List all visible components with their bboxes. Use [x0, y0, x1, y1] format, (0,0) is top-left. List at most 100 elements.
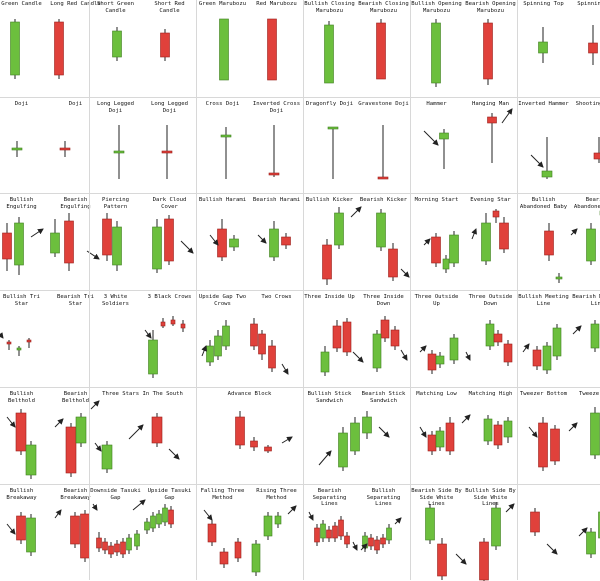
- bearish-candle: [339, 516, 344, 540]
- trend-arrow: [258, 235, 266, 243]
- bullish-candle: [543, 342, 551, 374]
- pattern-label: Bullish Harami: [196, 197, 249, 204]
- bullish-candle: [145, 518, 150, 534]
- pattern-drawing: [89, 387, 196, 484]
- pattern-drawing: [517, 484, 600, 581]
- bullish-candle: [127, 534, 132, 554]
- pattern-label: Hammer: [410, 101, 463, 108]
- pattern-cell: Three Stars In The South: [89, 387, 196, 484]
- bullish-candle: [591, 407, 600, 459]
- bearish-candle: [446, 417, 454, 455]
- bullish-candle: [436, 427, 444, 451]
- bearish-candle: [152, 413, 162, 447]
- pattern-label: Cross Doji: [196, 101, 249, 108]
- bearish-candle: [265, 445, 272, 453]
- pattern-label: Three Inside Up: [303, 294, 356, 301]
- bullish-candle: [207, 340, 214, 366]
- pattern-label: Three Outside Down: [464, 294, 517, 307]
- bearish-candle: [438, 538, 447, 580]
- bullish-candle: [153, 219, 162, 273]
- bearish-candle: [169, 506, 174, 528]
- pattern-label: Bullish Belthold: [0, 391, 48, 404]
- bearish-candle: [269, 340, 276, 372]
- bullish-candle: [223, 320, 230, 350]
- trend-arrow: [145, 330, 151, 338]
- bearish-candle: [343, 318, 351, 356]
- bearish-candle: [484, 19, 493, 85]
- grid-line: [0, 484, 600, 485]
- bullish-candle: [151, 512, 156, 532]
- trend-arrow: [181, 241, 193, 253]
- trend-arrow: [55, 510, 61, 518]
- bullish-candle: [76, 413, 86, 447]
- pattern-label: Two Crows: [250, 294, 303, 301]
- bullish-candle: [539, 27, 548, 63]
- bearish-candle: [589, 25, 598, 65]
- pattern-label: Upside Tasuki Gap: [143, 488, 196, 501]
- pattern-label: Bearish Opening Marubozu: [464, 1, 517, 14]
- pattern-label: Three Outside Up: [410, 294, 463, 307]
- bullish-candle: [12, 141, 22, 157]
- trend-arrow: [523, 344, 529, 352]
- bullish-candle: [335, 207, 344, 249]
- trend-arrow: [531, 155, 543, 167]
- pattern-drawing: [517, 97, 600, 194]
- trend-arrow: [351, 207, 361, 217]
- bearish-candle: [594, 137, 600, 163]
- bullish-candle: [264, 512, 272, 540]
- bullish-candle: [486, 320, 494, 350]
- bearish-candle: [103, 213, 112, 261]
- pattern-label: Advance Block: [196, 391, 303, 398]
- bearish-candle: [208, 520, 216, 546]
- bullish-candle: [484, 415, 492, 445]
- bullish-candle: [321, 346, 329, 376]
- pattern-label: Inverted Cross Doji: [250, 101, 303, 114]
- bearish-candle: [220, 548, 228, 568]
- bearish-candle: [494, 421, 502, 449]
- trend-arrow: [401, 350, 407, 360]
- bullish-candle: [11, 19, 20, 79]
- bearish-candle: [323, 239, 332, 285]
- pattern-label: 3 Black Crows: [143, 294, 196, 301]
- bearish-candle: [500, 217, 509, 253]
- bullish-candle: [26, 441, 36, 479]
- bullish-candle: [27, 514, 36, 556]
- trend-arrow: [420, 427, 426, 437]
- bearish-candle: [235, 538, 241, 562]
- bearish-candle: [236, 411, 245, 449]
- bearish-candle: [381, 534, 386, 548]
- pattern-label: Spinning Top: [517, 1, 570, 8]
- bullish-candle: [252, 540, 260, 576]
- pattern-drawing: [196, 387, 303, 484]
- pattern-drawing: [410, 97, 517, 194]
- pattern-label: Downside Tasuki Gap: [89, 488, 142, 501]
- bearish-candle: [391, 326, 399, 350]
- bearish-candle: [488, 113, 497, 163]
- pattern-label: Shooting Star: [571, 101, 600, 108]
- bullish-candle: [443, 255, 449, 273]
- grid-line: [0, 97, 600, 98]
- bullish-candle: [220, 19, 229, 80]
- trend-arrow: [169, 449, 179, 459]
- bearish-candle: [551, 425, 560, 465]
- bullish-candle: [542, 137, 552, 179]
- trend-arrow: [579, 528, 587, 536]
- pattern-label: Bearish Stick Sandwich: [357, 391, 410, 404]
- pattern-label: Evening Star: [464, 197, 517, 204]
- bullish-candle: [450, 334, 458, 364]
- bearish-candle: [533, 346, 541, 370]
- bearish-candle: [171, 316, 175, 326]
- trend-arrow: [395, 518, 401, 524]
- pattern-cell: Tweezer BottomTweezer Top: [517, 387, 600, 484]
- pattern-label: Upside Gap Two Crows: [196, 294, 249, 307]
